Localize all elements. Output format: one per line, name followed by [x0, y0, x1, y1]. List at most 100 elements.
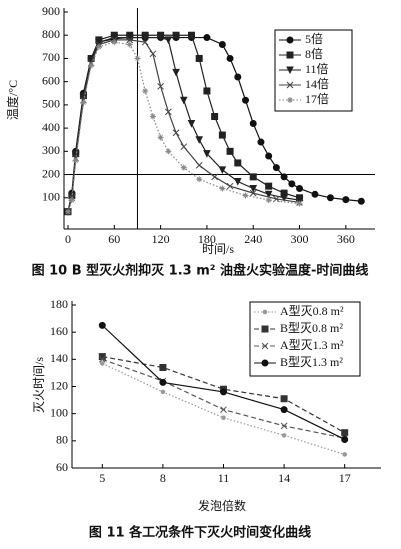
marker	[159, 363, 167, 371]
marker	[262, 309, 268, 315]
legend-label: 11倍	[305, 61, 329, 76]
x-tick-label: 60	[108, 232, 120, 246]
marker	[342, 452, 348, 457]
y-tick-label: 500	[42, 97, 60, 111]
y-tick-label: 800	[42, 27, 60, 41]
x-tick-label: 11	[218, 471, 230, 485]
marker	[149, 113, 156, 120]
caption: 图 10 B 型灭火剂抑灭 1.3 m² 油盘火实验温度-时间曲线	[32, 263, 369, 279]
marker	[179, 96, 188, 105]
marker	[65, 208, 71, 215]
marker	[280, 422, 288, 430]
marker	[233, 178, 242, 186]
marker	[242, 96, 250, 104]
y-tick-label: 180	[50, 297, 68, 311]
marker	[211, 113, 219, 120]
marker	[226, 182, 234, 190]
marker	[261, 325, 269, 333]
x-tick-label: 240	[244, 232, 262, 246]
marker	[195, 161, 203, 169]
marker	[242, 192, 249, 199]
y-tick-label: 900	[42, 4, 60, 18]
series-line	[67, 41, 300, 212]
x-tick-label: 120	[152, 232, 170, 246]
y-tick-label: 100	[42, 190, 60, 204]
marker	[98, 355, 106, 363]
marker	[172, 31, 180, 39]
marker	[280, 406, 288, 414]
legend-label: A型灭0.8 m²	[280, 304, 344, 318]
marker	[220, 406, 227, 413]
y-tick-label: 160	[50, 324, 68, 338]
marker	[100, 361, 105, 366]
x-tick-label: 300	[291, 232, 309, 246]
marker	[68, 197, 75, 204]
y-tick-label: 60	[56, 460, 68, 474]
marker	[110, 34, 119, 42]
y-tick-label: 700	[42, 50, 60, 64]
y-tick-label: 100	[50, 405, 68, 419]
marker	[157, 82, 164, 90]
marker	[180, 164, 187, 171]
marker	[326, 194, 334, 202]
series-line	[67, 36, 300, 212]
marker	[187, 31, 195, 39]
y-tick-label: 200	[42, 166, 60, 180]
marker	[295, 196, 304, 205]
marker	[221, 415, 226, 421]
marker	[149, 50, 157, 58]
y-tick-label: 140	[50, 351, 68, 365]
legend-label: A型灭1.3 m²	[280, 338, 344, 352]
marker	[180, 143, 188, 151]
marker	[265, 152, 273, 160]
marker	[125, 34, 134, 42]
marker	[341, 435, 349, 443]
marker	[95, 38, 103, 47]
marker	[286, 66, 294, 75]
marker	[296, 200, 303, 207]
x-tick-label: 360	[337, 232, 355, 246]
y-tick-label: 600	[42, 73, 60, 87]
x-tick-label: 8	[160, 471, 166, 485]
marker	[287, 97, 293, 103]
marker	[141, 38, 149, 46]
marker	[160, 389, 166, 395]
series-line	[102, 362, 345, 455]
marker	[203, 150, 211, 158]
marker	[195, 136, 204, 144]
legend-label: 17倍	[305, 91, 329, 106]
marker	[265, 182, 273, 190]
marker	[296, 184, 304, 192]
marker	[280, 395, 288, 403]
marker	[280, 173, 288, 181]
marker	[286, 81, 294, 89]
marker	[264, 190, 273, 199]
marker	[80, 99, 87, 106]
x-axis-title: 时间/s	[202, 242, 234, 256]
x-axis-title: 发泡倍数	[198, 498, 246, 513]
marker	[88, 62, 95, 69]
marker	[164, 108, 172, 116]
marker	[311, 190, 319, 198]
marker	[203, 34, 211, 42]
marker	[98, 321, 106, 329]
marker	[142, 87, 149, 94]
marker	[234, 73, 242, 81]
marker	[95, 43, 102, 50]
legend-label: 5倍	[305, 31, 323, 46]
marker	[203, 87, 211, 95]
series-line	[67, 34, 300, 212]
marker	[219, 185, 226, 192]
marker	[265, 197, 272, 204]
marker	[187, 119, 196, 128]
legend-label: 8倍	[305, 46, 323, 61]
y-tick-label: 80	[56, 433, 68, 447]
x-tick-label: 0	[65, 232, 71, 246]
marker	[172, 129, 180, 137]
marker	[234, 159, 242, 167]
marker	[286, 36, 294, 44]
marker	[286, 51, 294, 59]
marker	[281, 433, 287, 438]
marker	[341, 429, 349, 437]
